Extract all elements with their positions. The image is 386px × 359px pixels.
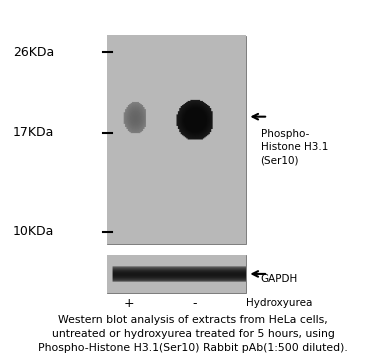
- Text: Phospho-
Histone H3.1
(Ser10): Phospho- Histone H3.1 (Ser10): [261, 129, 328, 165]
- Text: Western blot analysis of extracts from HeLa cells,
untreated or hydroxyurea trea: Western blot analysis of extracts from H…: [38, 315, 348, 353]
- Text: GAPDH: GAPDH: [261, 274, 298, 284]
- FancyBboxPatch shape: [107, 36, 245, 244]
- FancyBboxPatch shape: [107, 255, 245, 293]
- Text: +: +: [124, 297, 134, 310]
- Text: 10KDa: 10KDa: [13, 225, 54, 238]
- Text: 26KDa: 26KDa: [13, 46, 54, 59]
- Text: Hydroxyurea: Hydroxyurea: [245, 298, 312, 308]
- Text: -: -: [193, 297, 197, 310]
- Text: 17KDa: 17KDa: [13, 126, 54, 139]
